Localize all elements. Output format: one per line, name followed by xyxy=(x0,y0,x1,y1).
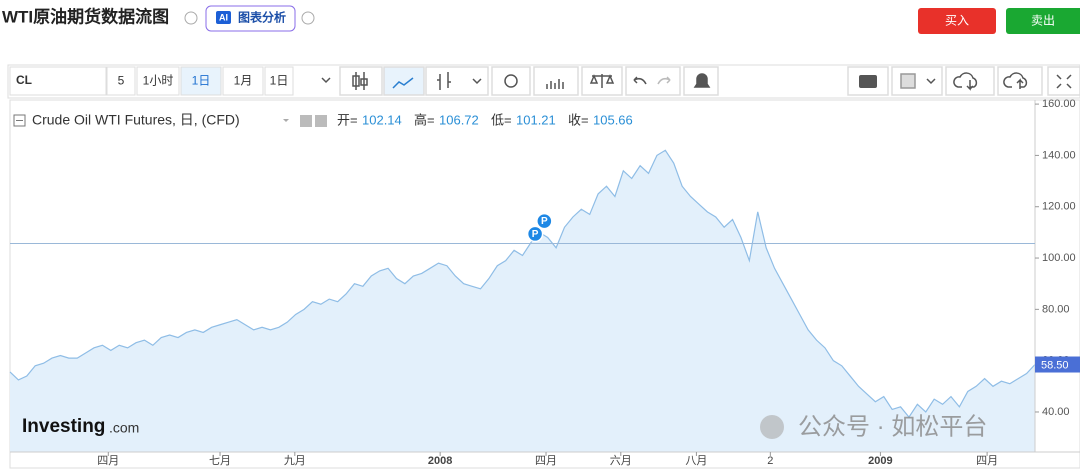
x-tick-label: 四月 xyxy=(97,455,119,467)
camera-icon[interactable] xyxy=(859,75,877,88)
tool-button[interactable] xyxy=(491,66,531,96)
tool-button[interactable] xyxy=(891,66,943,96)
area-icon[interactable] xyxy=(392,77,414,89)
y-tick-label: 100.00 xyxy=(1042,252,1076,264)
x-tick-label: 八月 xyxy=(685,455,707,467)
interval-label[interactable]: 1小时 xyxy=(143,74,174,88)
interval-button[interactable] xyxy=(106,66,136,96)
interval-label[interactable]: 1日 xyxy=(192,74,211,88)
ohlc-label: 开= xyxy=(337,112,358,127)
wechat-watermark: 公众号 · 如松平台 xyxy=(798,413,987,440)
buy-button[interactable] xyxy=(918,8,996,34)
ohlc-label: 高= xyxy=(414,112,435,127)
x-tick-label: 六月 xyxy=(610,454,632,467)
dropdown-icon[interactable] xyxy=(283,119,289,122)
y-tick-label: 40.00 xyxy=(1042,406,1070,418)
price-line xyxy=(9,149,1036,419)
legend-icon[interactable] xyxy=(315,115,327,127)
page-title: WTI原油期货数据流图 xyxy=(2,6,169,26)
symbol-input[interactable] xyxy=(9,66,107,96)
sell-label[interactable]: 卖出 xyxy=(1031,14,1055,28)
indicator-icon[interactable] xyxy=(546,79,564,89)
y-tick-label: 160.00 xyxy=(1042,98,1076,110)
download-icon[interactable] xyxy=(953,72,978,91)
y-tick-label: 120.00 xyxy=(1042,201,1076,213)
settings-icon[interactable] xyxy=(504,74,518,88)
interval-button[interactable] xyxy=(180,66,222,96)
area-fill xyxy=(10,150,1035,453)
y-tick-label: 140.00 xyxy=(1042,149,1076,161)
info-icon[interactable] xyxy=(184,11,198,25)
annotation-label[interactable]: P xyxy=(541,216,548,227)
sell-button[interactable] xyxy=(1006,8,1080,34)
undo-icon[interactable] xyxy=(633,76,647,85)
dropdown-icon[interactable] xyxy=(321,77,331,84)
y-tick-label: 80.00 xyxy=(1042,303,1070,315)
annotation-label[interactable]: P xyxy=(532,229,539,240)
x-tick-label: 九月 xyxy=(284,454,306,467)
toolbar-icons xyxy=(321,66,1080,96)
x-tick-label: 七月 xyxy=(209,454,231,467)
ohlc-value: 105.66 xyxy=(593,112,633,127)
ohlc-value: 101.21 xyxy=(516,112,556,127)
annotation-marker[interactable] xyxy=(536,212,553,230)
color-icon[interactable] xyxy=(900,73,916,89)
brand-watermark: Investing xyxy=(22,416,105,437)
compare-icon[interactable] xyxy=(589,74,615,88)
candle-icon[interactable] xyxy=(352,72,368,90)
price-tag xyxy=(1035,356,1080,373)
legend-icon[interactable] xyxy=(300,115,312,127)
ai-badge xyxy=(216,11,231,24)
interval-button[interactable] xyxy=(136,66,180,96)
upload-icon[interactable] xyxy=(1003,72,1028,89)
ohlc-label: 收= xyxy=(568,112,589,127)
x-tick-label: 四月 xyxy=(535,455,557,467)
brand-suffix: .com xyxy=(109,420,139,436)
interval-button[interactable] xyxy=(264,66,294,96)
ohlc-value: 102.14 xyxy=(362,112,402,127)
interval-label[interactable]: 1日 xyxy=(270,74,289,88)
analysis-button[interactable]: AI 图表分析 xyxy=(205,5,296,32)
x-tick-label: 2008 xyxy=(428,455,452,467)
plot: 40.0060.0080.00100.00120.00140.00160.00四… xyxy=(9,98,1080,467)
x-tick-label: 2 xyxy=(767,455,773,467)
redo-icon[interactable] xyxy=(657,76,671,85)
tool-button[interactable] xyxy=(533,66,579,96)
buy-label[interactable]: 买入 xyxy=(945,14,969,28)
tool-button[interactable] xyxy=(425,66,489,96)
series-title: Crude Oil WTI Futures, 日, (CFD) xyxy=(32,112,240,128)
ohlc-value: 106.72 xyxy=(439,112,479,127)
price-tag-label: 58.50 xyxy=(1041,359,1069,371)
interval-button[interactable] xyxy=(222,66,264,96)
tool-button[interactable] xyxy=(383,66,425,96)
analysis-label[interactable]: 图表分析 xyxy=(238,10,286,25)
interval-buttons: 5 1小时 1日 1月 1日 xyxy=(106,66,294,96)
x-tick-label: 四月 xyxy=(976,455,998,467)
ohlc-label: 低= xyxy=(491,112,512,127)
dropdown-icon[interactable] xyxy=(926,78,936,85)
ohlc-legend: 开= 102.14 高= 106.72 低= 101.21 收= 105.66 xyxy=(337,112,633,127)
interval-label[interactable]: 1月 xyxy=(234,74,253,88)
ai-label: AI xyxy=(219,12,228,22)
symbol-text[interactable]: CL xyxy=(16,73,32,87)
tool-button[interactable] xyxy=(1047,66,1080,96)
fullscreen-icon[interactable] xyxy=(1056,74,1072,89)
bar-icon[interactable] xyxy=(437,72,482,90)
annotation-marker[interactable] xyxy=(526,225,544,243)
interval-label[interactable]: 5 xyxy=(118,74,125,88)
x-tick-label: 2009 xyxy=(868,455,892,467)
wechat-icon xyxy=(760,415,784,439)
info-icon[interactable] xyxy=(301,11,315,25)
alert-icon[interactable] xyxy=(693,73,711,88)
